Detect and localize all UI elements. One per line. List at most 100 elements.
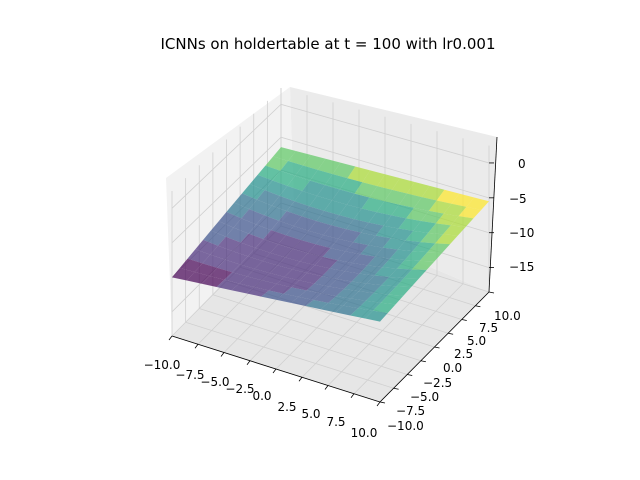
surface-patch-45 (316, 210, 339, 226)
surface-patch-162 (351, 273, 375, 284)
surface-patch-190 (335, 305, 359, 316)
surface-patch-6 (295, 165, 318, 181)
surface-patch-116 (458, 206, 482, 219)
surface-patch-4 (302, 154, 326, 170)
surface-patch-78 (428, 200, 452, 214)
x-tick-label-3: −2.5 (225, 382, 254, 396)
surface-patch-84 (451, 193, 475, 207)
surface-patch-83 (360, 222, 384, 236)
surface-patch-42 (233, 218, 257, 234)
y-tick-5 (448, 332, 454, 335)
surface-patch-165 (329, 279, 352, 289)
x-tick-label-5: 2.5 (277, 400, 296, 414)
surface-patch-11 (264, 180, 288, 196)
surface-patch-76 (187, 249, 211, 264)
x-tick-7 (350, 393, 355, 398)
x-tick-5 (298, 377, 303, 382)
surface-patch-75 (368, 212, 392, 226)
surface-patch-14 (332, 162, 356, 179)
surface-patch-12 (287, 175, 310, 192)
surface-patch-67 (232, 242, 256, 257)
surface-patch-48 (293, 216, 317, 231)
surface-patch-20 (302, 180, 325, 196)
surface-patch-164 (306, 283, 330, 294)
surface-patch-188 (365, 293, 389, 303)
surface-patch-161 (283, 287, 307, 297)
surface-patch-186 (320, 302, 344, 313)
surface-patch-73 (210, 245, 233, 260)
surface-patch-153 (359, 265, 383, 276)
surface-patch-1 (265, 156, 289, 171)
surface-patch-191 (358, 300, 381, 311)
surface-patch-177 (313, 293, 337, 303)
surface-patch-77 (391, 204, 414, 219)
surface-patch-133 (284, 269, 308, 281)
z-axis-line (488, 136, 498, 293)
floor-gridline-x-6 (327, 275, 438, 386)
x-tick-8 (376, 401, 381, 407)
surface-patch-135 (375, 247, 398, 259)
surface-patch-80 (247, 247, 271, 262)
surface-patch-102 (421, 210, 444, 224)
surface-patch-99 (353, 232, 376, 246)
surface-patch-130 (216, 279, 240, 291)
surface-patch-63 (399, 193, 422, 208)
surface-patch-179 (381, 276, 405, 287)
surface-patch-47 (271, 220, 294, 236)
surface-patch-107 (390, 228, 414, 241)
surface-patch-41 (210, 221, 234, 237)
surface-patch-87 (179, 258, 203, 273)
surface-patch-37 (278, 211, 302, 226)
surface-patch-120 (224, 272, 247, 284)
surface-patch-126 (337, 251, 361, 263)
surface-patch-159 (427, 243, 451, 253)
surface-patch-106 (209, 267, 233, 280)
z-tick-label-3: 0 (518, 157, 526, 171)
tick-marks (168, 162, 495, 407)
surface-patch-166 (397, 259, 420, 270)
surface-patch-151 (246, 287, 269, 297)
surface-patch-92 (194, 263, 218, 276)
floor-gridline-x-7 (353, 283, 464, 395)
y-tick-6 (461, 319, 467, 321)
surface-patch-141 (231, 283, 255, 294)
surface-patch-140 (443, 225, 466, 236)
surface-patch-147 (367, 256, 390, 268)
surface-patch-53 (225, 227, 249, 243)
x-tick-2 (220, 352, 225, 357)
surface-patch-85 (270, 244, 293, 258)
x-tick-label-7: 7.5 (326, 415, 345, 429)
surface-patch-88 (202, 254, 226, 268)
surface-patch-57 (331, 215, 354, 230)
surface-patch-178 (336, 288, 359, 299)
y-tick-7 (475, 305, 481, 308)
surface-patch-104 (466, 197, 489, 210)
surface-patch-29 (286, 201, 310, 217)
y-tick-label-2: −5.0 (410, 390, 439, 404)
surface-patch-125 (247, 268, 270, 281)
surface-patch-32 (241, 209, 264, 225)
surface-patch-39 (369, 186, 393, 202)
surface-patch-81 (315, 235, 339, 249)
surface-patch-149 (435, 234, 458, 245)
surface-patch-122 (382, 238, 406, 250)
surface-patch-172 (366, 275, 390, 286)
surface-patch-158 (404, 251, 428, 261)
surface-patch-95 (262, 252, 286, 266)
surface-patch-185 (396, 277, 419, 288)
surface-patch-17 (324, 174, 348, 190)
surface-patch-36 (256, 215, 279, 231)
surface-patch-69 (346, 219, 369, 233)
surface-patch-180 (404, 269, 427, 279)
surface-patch-34 (331, 189, 355, 205)
surface-patch-129 (450, 216, 474, 227)
x-tick-label-2: −5.0 (200, 375, 229, 389)
surface-patch-96 (285, 248, 308, 262)
surface-patch-98 (330, 238, 354, 252)
surface-patch-137 (261, 273, 285, 284)
surface-patch-111 (232, 264, 255, 277)
surface-patch-121 (292, 261, 315, 274)
surface-patch-50 (384, 189, 407, 205)
y-tick-label-6: 5.0 (467, 334, 486, 348)
surface-patch-189 (388, 286, 412, 296)
